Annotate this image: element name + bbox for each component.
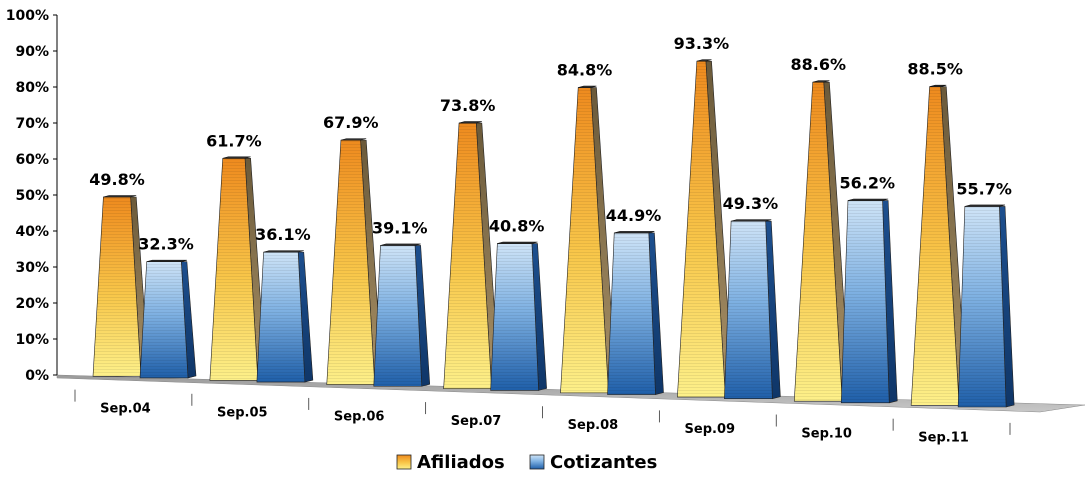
afiliados-data-label: 84.8%	[557, 61, 613, 80]
legend-label: Cotizantes	[550, 452, 657, 473]
x-tick-label: Sep.10	[801, 426, 852, 441]
cotizantes-bar-texture	[373, 245, 422, 387]
cotizantes-bar	[607, 231, 664, 395]
afiliados-bar-top	[458, 121, 482, 124]
cotizantes-bar-top	[614, 231, 655, 234]
cotizantes-data-label: 40.8%	[489, 217, 545, 236]
cotizantes-bar-texture	[140, 261, 188, 378]
x-tick-label: Sep.05	[217, 406, 268, 421]
afiliados-bar-top	[340, 138, 367, 141]
cotizantes-bar	[724, 219, 781, 400]
y-tick-label: 90%	[15, 44, 49, 60]
cotizantes-data-label: 36.1%	[255, 225, 311, 244]
afiliados-bar	[793, 80, 851, 402]
afiliados-bar-texture	[677, 61, 726, 398]
afiliados-data-label: 61.7%	[206, 131, 262, 150]
legend-swatch	[529, 454, 545, 470]
afiliados-bar	[677, 59, 734, 398]
x-tick-label: Sep.09	[685, 422, 736, 437]
afiliados-bar-top	[696, 59, 712, 62]
cotizantes-data-label: 39.1%	[372, 218, 428, 237]
afiliados-bar-texture	[443, 123, 492, 389]
x-tick-label: Sep.08	[568, 418, 619, 433]
afiliados-bar-top	[103, 195, 137, 198]
legend: Afiliados Cotizantes	[396, 452, 657, 473]
afiliados-bar-top	[812, 80, 830, 83]
afiliados-bar-texture	[93, 196, 141, 377]
x-tick-label: Sep.06	[334, 410, 385, 425]
cotizantes-bar	[840, 198, 898, 404]
y-tick-label: 20%	[15, 296, 49, 312]
afiliados-bar	[560, 85, 617, 394]
afiliados-bar-top	[222, 156, 251, 159]
afiliados-bar	[910, 84, 968, 406]
cotizantes-bar	[490, 241, 547, 391]
cotizantes-bar-top	[380, 243, 421, 246]
legend-item-afiliados: Afiliados	[396, 452, 505, 473]
cotizantes-bar-top	[497, 241, 538, 244]
cotizantes-data-label: 49.3%	[723, 194, 779, 213]
x-tick-label: Sep.07	[451, 414, 502, 429]
afiliados-data-label: 88.6%	[790, 55, 846, 74]
y-tick-label: 40%	[15, 224, 49, 240]
cotizantes-data-label: 32.3%	[138, 235, 194, 254]
afiliados-data-label: 93.3%	[674, 34, 730, 53]
y-tick-label: 50%	[15, 188, 49, 204]
cotizantes-bar	[957, 204, 1015, 408]
cotizantes-bar-top	[964, 204, 1006, 207]
cotizantes-data-label: 44.9%	[606, 206, 662, 225]
y-tick-label: 100%	[6, 8, 49, 24]
afiliados-bar-texture	[911, 86, 960, 406]
legend-label: Afiliados	[417, 452, 505, 473]
cotizantes-data-label: 55.7%	[956, 179, 1012, 198]
afiliados-bar	[326, 138, 384, 385]
y-tick-label: 70%	[15, 116, 49, 132]
y-tick-label: 10%	[15, 332, 49, 348]
cotizantes-bar-top	[731, 219, 772, 222]
y-tick-label: 80%	[15, 80, 49, 96]
afiliados-bar-texture	[794, 82, 843, 402]
afiliados-bar-texture	[326, 140, 375, 385]
cotizantes-bar-texture	[958, 206, 1007, 407]
data-labels-layer: 49.8% 32.3% 61.7% 36.1% 67.9% 39.1% 73.8% 40.8%…	[89, 34, 1012, 254]
cotizantes-bar-top	[146, 259, 187, 262]
x-tick-label: Sep.11	[918, 430, 969, 445]
cotizantes-bar-texture	[607, 232, 656, 395]
y-tick-label: 0%	[25, 368, 49, 384]
cotizantes-bar-texture	[841, 200, 890, 403]
cotizantes-bar	[256, 250, 314, 383]
y-axis: 0% 10% 20% 30% 40% 50% 60% 70% 80% 90% 100%	[6, 8, 58, 384]
afiliados-bar	[209, 156, 267, 381]
cotizantes-bar	[139, 259, 197, 379]
legend-item-cotizantes: Cotizantes	[529, 452, 657, 473]
legend-swatch	[396, 454, 412, 470]
afiliados-bar	[92, 195, 150, 377]
cotizantes-bar-top	[263, 250, 304, 253]
y-tick-label: 30%	[15, 260, 49, 276]
afiliados-data-label: 49.8%	[89, 170, 145, 189]
bars-layer	[92, 59, 1015, 408]
x-tick-label: Sep.04	[100, 401, 151, 416]
cotizantes-bar	[373, 243, 431, 387]
cotizantes-data-label: 56.2%	[839, 174, 895, 193]
afiliados-bar	[443, 121, 500, 390]
y-tick-label: 60%	[15, 152, 49, 168]
cotizantes-bar-top	[847, 198, 889, 201]
afiliados-data-label: 88.5%	[907, 60, 963, 79]
afiliados-bar-top	[578, 85, 597, 88]
afiliados-data-label: 67.9%	[323, 113, 379, 132]
cotizantes-bar-texture	[724, 221, 773, 399]
cotizantes-bar-texture	[490, 243, 539, 391]
afiliados-data-label: 73.8%	[440, 96, 496, 115]
afiliados-bar-top	[929, 84, 947, 88]
cotizantes-bar-texture	[256, 252, 305, 383]
afiliados-bar-texture	[560, 87, 609, 393]
afiliados-bar-texture	[209, 158, 258, 381]
x-axis: Sep.04 Sep.05 Sep.06 Sep.07 Sep.08 Sep.09 Sep.…	[74, 389, 1011, 445]
